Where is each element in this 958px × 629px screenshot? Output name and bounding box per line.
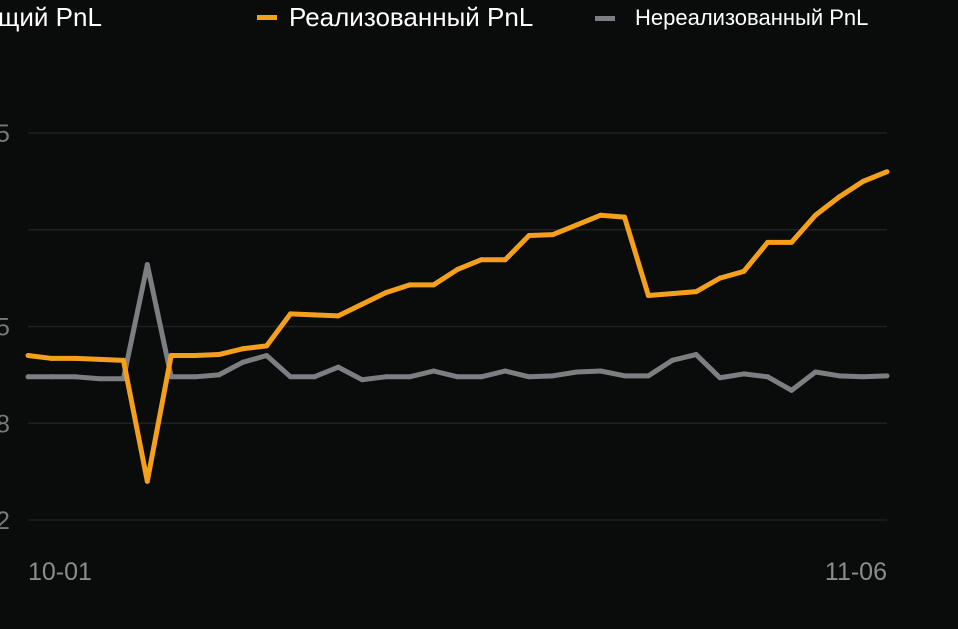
data-point[interactable] [73, 374, 79, 380]
data-point[interactable] [264, 343, 270, 349]
x-tick-label: 10-01 [28, 558, 92, 586]
data-point[interactable] [860, 178, 866, 184]
data-point[interactable] [192, 353, 198, 359]
data-point[interactable] [287, 311, 293, 317]
data-point[interactable] [311, 312, 317, 318]
data-point[interactable] [836, 194, 842, 200]
y-tick-label: 5 [0, 120, 10, 148]
data-point[interactable] [25, 374, 31, 380]
legend-swatch-realized [257, 15, 277, 20]
data-point[interactable] [598, 212, 604, 218]
legend-label: Реализованный PnL [289, 2, 534, 32]
data-point[interactable] [407, 374, 413, 380]
data-point[interactable] [693, 352, 699, 358]
data-point[interactable] [311, 374, 317, 380]
chart-legend: щий PnL Реализованный PnL Нереализованны… [0, 0, 958, 40]
legend-label: щий PnL [0, 2, 102, 32]
data-point[interactable] [49, 355, 55, 361]
data-point[interactable] [120, 357, 126, 363]
data-point[interactable] [383, 374, 389, 380]
data-point[interactable] [216, 372, 222, 378]
data-point[interactable] [550, 373, 556, 379]
data-point[interactable] [717, 375, 723, 381]
data-point[interactable] [502, 368, 508, 374]
data-point[interactable] [884, 373, 890, 379]
data-point[interactable] [335, 364, 341, 370]
data-point[interactable] [97, 376, 103, 382]
series-line-unrealized[interactable] [28, 262, 888, 393]
data-point[interactable] [264, 353, 270, 359]
data-point[interactable] [431, 282, 437, 288]
data-point[interactable] [240, 359, 246, 365]
data-point[interactable] [717, 275, 723, 281]
data-point[interactable] [622, 373, 628, 379]
data-point[interactable] [669, 357, 675, 363]
legend-swatch-unrealized [595, 15, 615, 21]
data-point[interactable] [598, 368, 604, 374]
data-point[interactable] [765, 239, 771, 245]
data-point[interactable] [884, 169, 890, 175]
data-point[interactable] [789, 387, 795, 393]
data-point[interactable] [25, 353, 31, 359]
data-point[interactable] [144, 262, 150, 268]
data-point[interactable] [765, 374, 771, 380]
data-point[interactable] [168, 353, 174, 359]
legend-item-unrealized[interactable]: Нереализованный PnL [595, 5, 868, 31]
data-point[interactable] [407, 282, 413, 288]
data-point[interactable] [669, 291, 675, 297]
data-point[interactable] [574, 369, 580, 375]
data-point[interactable] [144, 478, 150, 484]
data-point[interactable] [49, 374, 55, 380]
data-point[interactable] [97, 356, 103, 362]
y-tick-label: 8 [0, 410, 10, 438]
data-point[interactable] [645, 373, 651, 379]
data-point[interactable] [168, 374, 174, 380]
y-tick-label: 5 [0, 314, 10, 342]
data-point[interactable] [287, 374, 293, 380]
data-point[interactable] [693, 289, 699, 295]
data-point[interactable] [812, 369, 818, 375]
legend-label: Нереализованный PnL [635, 5, 869, 30]
data-point[interactable] [359, 301, 365, 307]
data-point[interactable] [741, 371, 747, 377]
x-tick-label: 11-06 [825, 558, 887, 586]
data-point[interactable] [574, 222, 580, 228]
data-point[interactable] [455, 374, 460, 380]
data-point[interactable] [741, 268, 747, 274]
data-point[interactable] [812, 212, 818, 218]
legend-item-realized[interactable]: Реализованный PnL [257, 2, 533, 33]
data-point[interactable] [455, 266, 460, 272]
data-point[interactable] [431, 368, 437, 374]
data-point[interactable] [73, 355, 79, 361]
data-point[interactable] [335, 313, 341, 319]
data-point[interactable] [478, 257, 484, 263]
legend-item-total[interactable]: щий PnL [0, 2, 102, 33]
data-point[interactable] [550, 232, 556, 238]
data-point[interactable] [240, 346, 246, 352]
data-point[interactable] [836, 373, 842, 379]
data-point[interactable] [192, 374, 198, 380]
data-point[interactable] [502, 257, 508, 263]
data-point[interactable] [216, 352, 222, 358]
data-point[interactable] [526, 233, 532, 239]
data-point[interactable] [789, 239, 795, 245]
data-point[interactable] [478, 374, 484, 380]
data-point[interactable] [383, 290, 389, 296]
data-point[interactable] [622, 214, 628, 220]
data-point[interactable] [645, 293, 651, 299]
data-point[interactable] [359, 377, 365, 383]
data-point[interactable] [860, 374, 866, 380]
data-point[interactable] [526, 374, 532, 380]
y-tick-label: 2 [0, 507, 10, 535]
